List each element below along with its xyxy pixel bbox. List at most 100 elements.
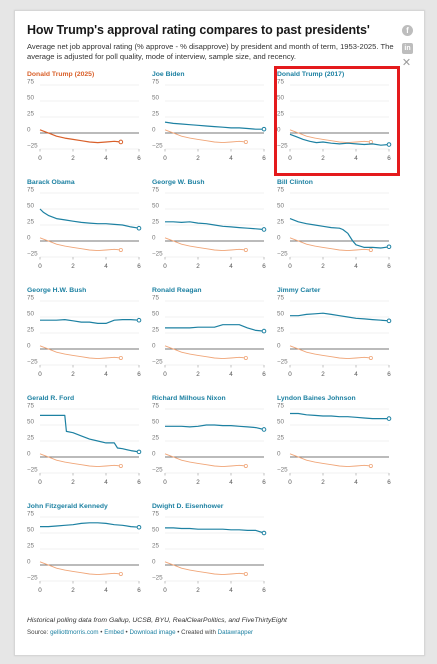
series-line (290, 412, 389, 420)
y-tick-label: −25 (277, 251, 288, 258)
x-tick-label: 4 (354, 155, 358, 162)
x-tick-label: 2 (196, 155, 200, 162)
y-tick-label: −25 (277, 143, 288, 150)
y-tick-label: 75 (27, 295, 35, 302)
x-tick-label: 4 (229, 155, 233, 162)
datawrapper-link[interactable]: Datawrapper (217, 629, 254, 636)
panel: John Fitzgerald Kennedy 75 50 25 0 −25 0 2 4 6 (27, 503, 143, 595)
comparison-end-point (118, 463, 123, 468)
panel: Ronald Reagan 75 50 25 0 −25 0 2 4 6 (152, 287, 268, 379)
comparison-end-point (243, 139, 248, 144)
x-tick-label: 2 (71, 263, 75, 270)
y-tick-label: 75 (27, 511, 35, 518)
y-tick-label: 0 (152, 235, 156, 242)
series-line (165, 424, 265, 431)
y-tick-label: 75 (152, 295, 160, 302)
x-tick-label: 0 (288, 155, 292, 162)
comparison-line (164, 237, 246, 252)
x-tick-label: 4 (104, 587, 108, 594)
x-tick-label: 6 (137, 587, 141, 594)
x-tick-label: 6 (387, 263, 391, 270)
series-end-point (386, 142, 392, 147)
panel: Bill Clinton 75 50 25 0 −25 0 2 4 6 (277, 179, 393, 271)
series-line (39, 208, 140, 229)
series-line (289, 133, 390, 146)
x-tick-label: 4 (229, 479, 233, 486)
footer-note: Historical polling data from Gallup, UCS… (27, 617, 287, 624)
y-tick-label: −25 (277, 359, 288, 366)
y-tick-label: −25 (27, 575, 38, 582)
y-tick-label: 25 (277, 111, 285, 118)
x-tick-label: 6 (262, 155, 266, 162)
comparison-end-point (243, 247, 248, 252)
y-tick-label: 0 (27, 127, 31, 134)
comparison-line (39, 561, 121, 576)
y-tick-label: −25 (152, 467, 163, 474)
y-tick-label: 0 (27, 559, 31, 566)
series-end-point (386, 416, 392, 421)
panel-title: Richard Milhous Nixon (152, 395, 226, 402)
comparison-line (39, 345, 121, 360)
series-end-point (261, 328, 267, 334)
comparison-line (39, 453, 121, 468)
x-tick-label: 0 (163, 587, 167, 594)
panel: Barack Obama 75 50 25 0 −25 0 2 4 6 (27, 179, 143, 271)
y-tick-label: 50 (27, 95, 35, 102)
panel-title: George W. Bush (152, 179, 205, 186)
x-tick-label: 6 (262, 479, 266, 486)
y-tick-label: −25 (152, 251, 163, 258)
series-end-point (386, 318, 392, 324)
y-tick-label: 75 (277, 295, 285, 302)
panel-title: Bill Clinton (277, 179, 313, 186)
panel-title: John Fitzgerald Kennedy (27, 503, 108, 510)
download-image-link[interactable]: Download image (129, 629, 176, 636)
y-tick-label: 25 (277, 327, 285, 334)
y-tick-label: −25 (152, 575, 163, 582)
panel-title: Donald Trump (2017) (277, 71, 345, 78)
x-tick-label: 6 (137, 371, 141, 378)
panel: George W. Bush 75 50 25 0 −25 0 2 4 6 (152, 179, 268, 271)
source-link[interactable]: gelliottmorris.com (50, 629, 99, 636)
y-tick-label: 25 (152, 435, 160, 442)
x-tick-label: 4 (354, 371, 358, 378)
linkedin-icon[interactable]: in (402, 43, 413, 54)
series-line (165, 527, 265, 534)
panel-title: Lyndon Baines Johnson (277, 395, 356, 402)
y-tick-label: −25 (27, 251, 38, 258)
x-tick-label: 0 (38, 587, 42, 594)
panel-title: Donald Trump (2025) (27, 71, 95, 78)
y-tick-label: 25 (27, 327, 35, 334)
series-end-point (136, 317, 142, 323)
comparison-line (164, 129, 246, 144)
x-tick-label: 0 (163, 479, 167, 486)
created-with-label: Created with (181, 629, 216, 636)
y-tick-label: 0 (277, 451, 281, 458)
facebook-icon[interactable]: f (402, 25, 413, 36)
y-tick-label: 25 (152, 111, 160, 118)
y-tick-label: 25 (27, 435, 35, 442)
y-tick-label: 0 (152, 127, 156, 134)
y-tick-label: 25 (152, 327, 160, 334)
embed-link[interactable]: Embed (104, 629, 124, 636)
y-tick-label: 50 (27, 419, 35, 426)
comparison-line (164, 453, 246, 468)
series-line (165, 221, 265, 231)
y-tick-label: 50 (277, 95, 285, 102)
y-tick-label: 75 (27, 187, 35, 194)
y-tick-label: 50 (152, 203, 160, 210)
panel-title: Dwight D. Eisenhower (152, 503, 224, 510)
comparison-end-point (243, 571, 248, 576)
separator: • (100, 629, 103, 636)
y-tick-label: −25 (27, 467, 38, 474)
y-tick-label: 0 (277, 235, 281, 242)
close-icon[interactable]: ✕ (401, 57, 412, 69)
